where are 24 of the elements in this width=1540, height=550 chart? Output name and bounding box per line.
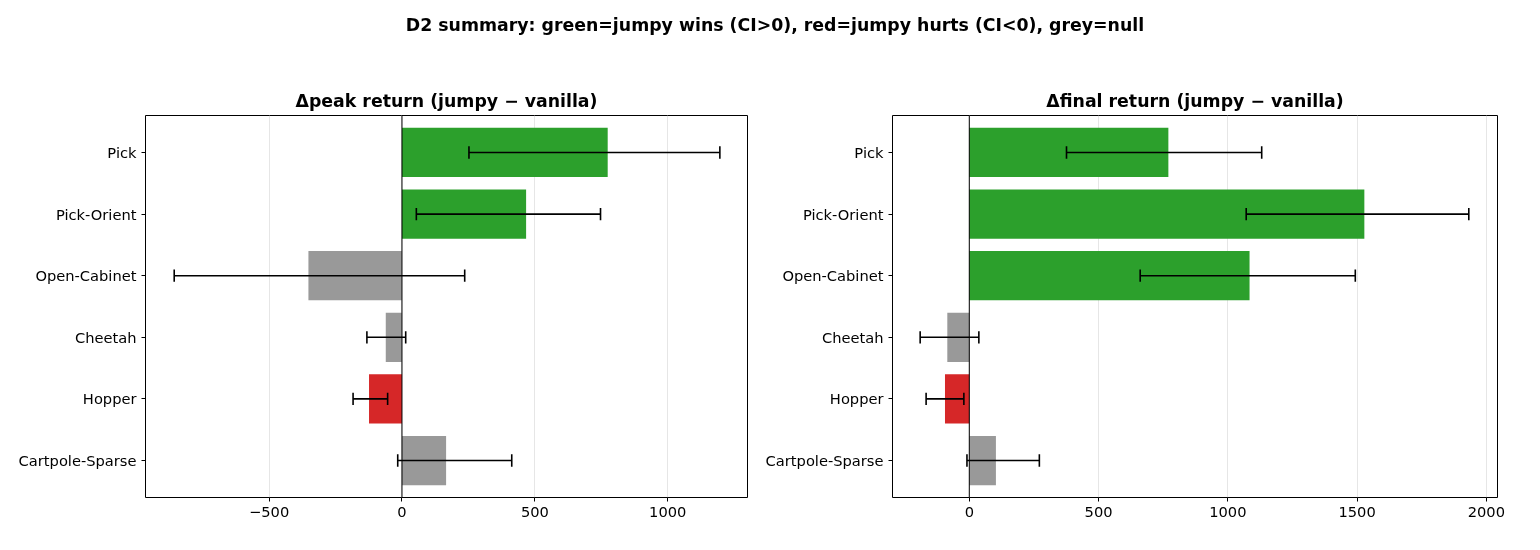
y-tick-label: Pick (854, 143, 885, 161)
x-tick-label: 0 (964, 502, 974, 520)
chart-title: Δfinal return (jumpy − vanilla) (1046, 90, 1344, 111)
y-tick-label: Cartpole-Sparse (765, 452, 884, 470)
x-tick-label: 2000 (1467, 502, 1506, 520)
x-tick-label: 0 (397, 502, 407, 520)
text: D2 summary: green=jumpy wins (CI>0), red=jumpy hurts (CI<0), grey=null (404, 14, 1146, 37)
y-tick-label: Pick-Orient (802, 205, 884, 223)
x-tick-label: 500 (1084, 502, 1113, 520)
y-tick-label: Cartpole-Sparse (18, 452, 137, 470)
y-tick-label: Pick (107, 143, 138, 161)
y-tick-label: Cheetah (821, 328, 884, 346)
x-tick-label: −500 (248, 502, 290, 520)
x-tick-label: 1000 (1209, 502, 1247, 520)
y-tick-label: Open-Cabinet (35, 267, 137, 285)
x-tick-label: 500 (520, 502, 549, 520)
y-tick-label: Hopper (829, 390, 885, 408)
y-tick-label: Pick-Orient (55, 205, 137, 223)
x-tick-label: 1500 (1338, 502, 1376, 520)
x-tick-label: 1000 (649, 502, 687, 520)
y-tick-label: Hopper (82, 390, 138, 408)
y-tick-label: Cheetah (74, 328, 137, 346)
y-tick-label: Open-Cabinet (782, 267, 884, 285)
chart-title: Δpeak return (jumpy − vanilla) (295, 90, 598, 111)
